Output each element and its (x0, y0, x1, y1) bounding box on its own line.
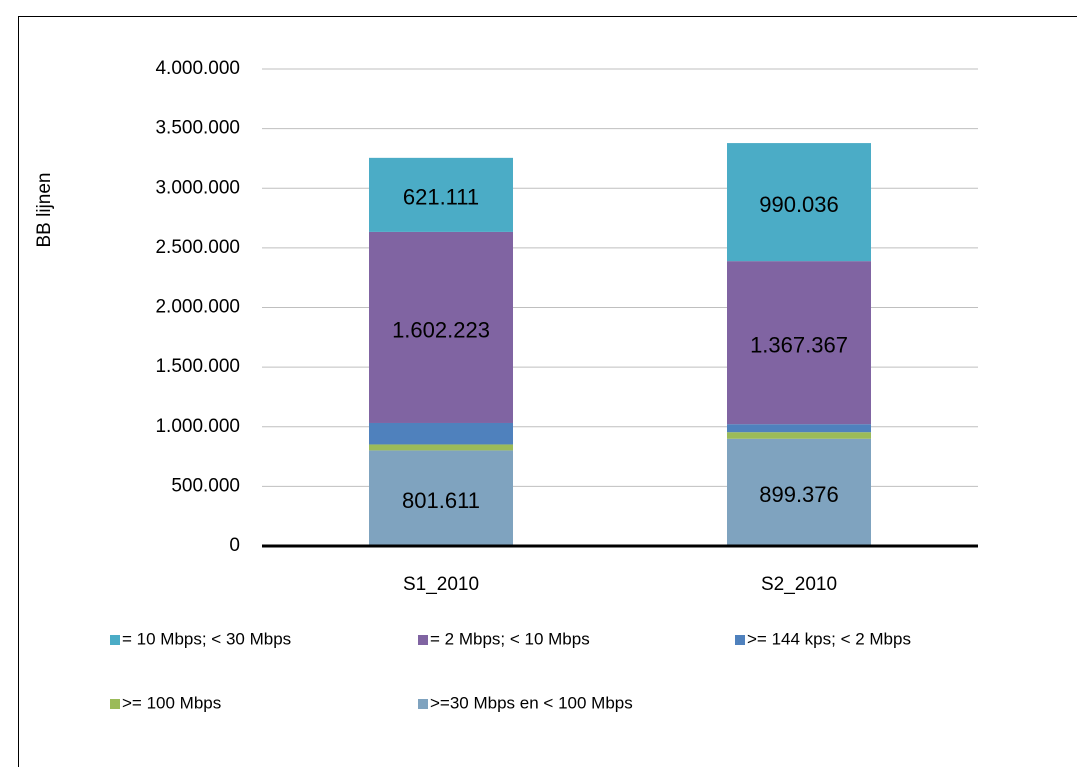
legend-swatch (110, 699, 120, 709)
legend-swatch (418, 699, 428, 709)
data-label: 1.602.223 (392, 317, 490, 342)
bar-segment (727, 424, 871, 433)
bar-segment (369, 422, 513, 445)
legend-label: >=30 Mbps en < 100 Mbps (430, 693, 633, 712)
y-tick-label: 3.000.000 (155, 177, 240, 198)
x-tick-label: S1_2010 (403, 574, 479, 595)
bar-segment (727, 261, 871, 425)
y-tick-label: 2.000.000 (155, 297, 240, 318)
y-tick-label: 2.500.000 (155, 237, 240, 258)
bar-segment (369, 444, 513, 451)
bar-segment (727, 438, 871, 546)
bar-segment (727, 432, 871, 439)
y-tick-label: 3.500.000 (155, 118, 240, 139)
bar-segment (369, 231, 513, 423)
data-label: 990.036 (759, 192, 839, 217)
data-label: 899.376 (759, 482, 839, 507)
y-axis-label: BB lijnen (34, 173, 55, 248)
bar-segment (727, 143, 871, 262)
y-tick-label: 1.000.000 (155, 416, 240, 437)
x-tick-label: S2_2010 (761, 574, 837, 595)
chart-frame (18, 16, 1077, 767)
legend-swatch (735, 635, 745, 645)
legend-label: >= 144 kps; < 2 Mbps (747, 629, 911, 648)
bar-segment (369, 157, 513, 232)
legend-label: >= 100 Mbps (122, 693, 221, 712)
y-tick-label: 0 (229, 535, 240, 556)
legend-swatch (418, 635, 428, 645)
data-label: 801.611 (402, 488, 480, 513)
y-tick-label: 4.000.000 (155, 58, 240, 79)
y-tick-label: 500.000 (171, 475, 240, 496)
data-label: 621.111 (403, 185, 479, 210)
legend-label: = 2 Mbps; < 10 Mbps (430, 629, 590, 648)
legend-swatch (110, 635, 120, 645)
bar-segment (369, 450, 513, 546)
legend-label: = 10 Mbps; < 30 Mbps (122, 629, 291, 648)
y-tick-label: 1.500.000 (155, 356, 240, 377)
data-label: 1.367.367 (750, 332, 848, 357)
